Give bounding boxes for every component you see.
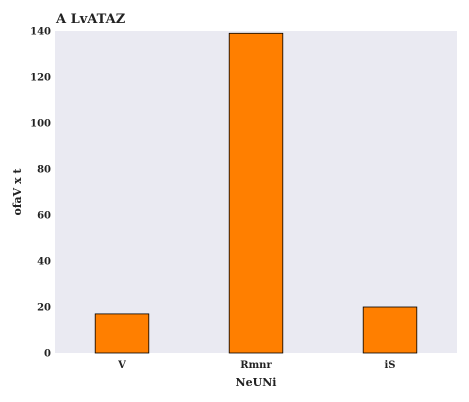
bar-v — [94, 313, 150, 354]
y-tick-label: 120 — [30, 73, 51, 84]
y-tick-label: 20 — [37, 303, 51, 314]
x-axis-ticks: V Rmnr iS — [117, 360, 395, 371]
y-tick-label: 100 — [30, 119, 51, 130]
x-axis-label: NeUNi — [236, 376, 277, 389]
bars — [94, 32, 418, 354]
x-tick-label: V — [117, 360, 126, 371]
y-axis-ticks: 0 20 40 60 80 100 120 140 — [30, 27, 51, 360]
bar-is — [362, 306, 418, 354]
x-tick-label: Rmnr — [240, 360, 272, 371]
chart-title: A LvATAZ — [55, 12, 126, 27]
y-axis-label: ofaV x t — [11, 168, 24, 216]
y-tick-label: 60 — [37, 211, 51, 222]
bar-rmnr — [228, 32, 284, 354]
y-tick-label: 0 — [44, 349, 51, 360]
y-tick-label: 40 — [37, 257, 51, 268]
y-tick-label: 140 — [30, 27, 51, 38]
y-tick-label: 80 — [37, 165, 51, 176]
x-tick-label: iS — [384, 360, 395, 371]
